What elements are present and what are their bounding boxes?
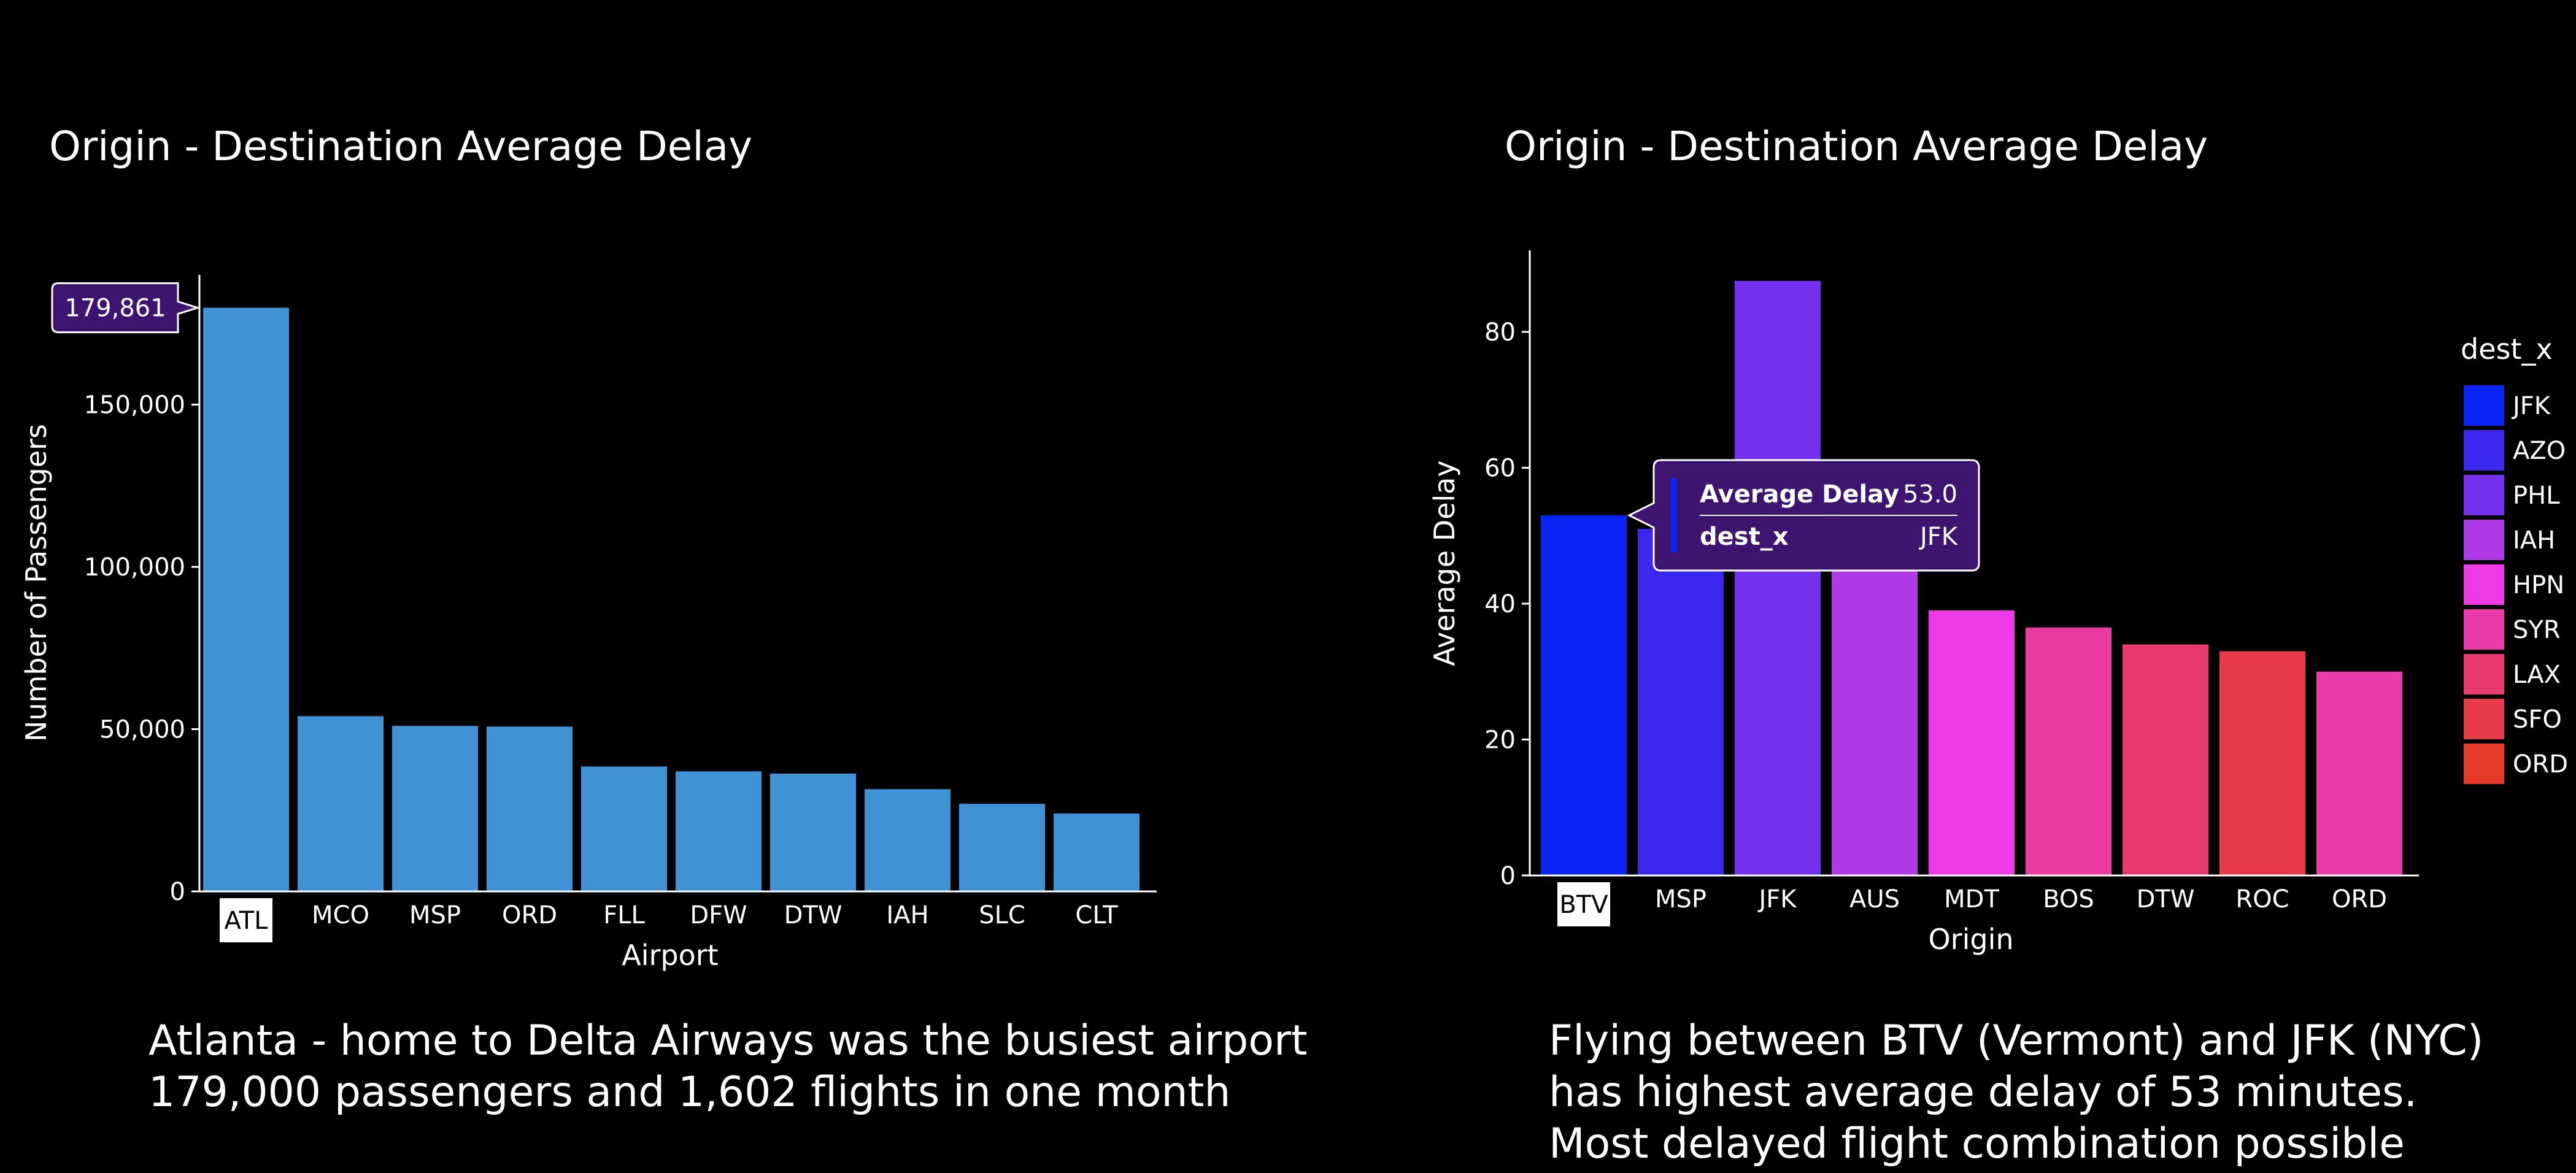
bar-btv [1541,515,1627,875]
bar-ord [487,726,573,891]
legend-label-jfk: JFK [2511,392,2551,420]
y-tick-label: 50,000 [99,716,185,744]
bar-fll [581,766,667,891]
x-tick-label-msp: MSP [409,901,461,929]
y-tick-label: 40 [1484,590,1516,618]
bar-dtw [770,773,856,891]
legend-label-sfo: SFO [2513,706,2562,734]
y-tick-label: 80 [1484,318,1516,347]
legend-swatch-iah [2464,520,2504,560]
right-caption-line-2: has highest average delay of 53 minutes. [1549,1068,2418,1117]
x-tick-label-fll: FLL [603,901,645,929]
legend-swatch-lax [2464,654,2504,694]
tooltip-value: 179,861 [64,294,166,323]
x-tick-label-btv: BTV [1559,891,1608,919]
bar-atl [203,307,289,891]
bar-aus [1832,536,1918,875]
x-tick-label-atl: ATL [225,907,269,935]
left-caption: Atlanta - home to Delta Airways was the … [148,1015,1308,1118]
legend-swatch-phl [2464,475,2504,515]
legend-swatch-ord [2464,744,2504,784]
legend-label-phl: PHL [2513,482,2560,510]
selected-tick-highlight [220,898,272,942]
bar-mdt [1929,610,2015,875]
x-axis-label: Origin [1928,923,2013,956]
x-tick-label-msp: MSP [1655,885,1706,913]
bar-iah [865,789,951,891]
x-tick-label-clt: CLT [1075,901,1118,929]
tooltip-field-1: Average Delay [1700,480,1899,509]
bar-slc [959,804,1045,891]
y-tick-label: 150,000 [84,391,185,420]
tooltip-value-1: 53.0 [1903,480,1957,509]
bar-mco [298,716,384,891]
x-tick-label-dtw: DTW [784,901,843,929]
bar-dtw [2123,644,2208,875]
selected-tick-highlight [1557,882,1610,926]
legend-swatch-hpn [2464,564,2504,605]
x-tick-label-slc: SLC [979,901,1025,929]
legend-label-azo: AZO [2513,437,2566,465]
legend-swatch-syr [2464,609,2504,650]
x-tick-label-mdt: MDT [1944,885,1999,913]
left-chart-title: Origin - Destination Average Delay [49,123,753,170]
legend-title: dest_x [2461,333,2553,366]
legend-label-syr: SYR [2513,616,2561,644]
y-tick-label: 0 [1500,862,1516,890]
bar-jfk [1735,280,1821,875]
bar-msp [392,726,478,891]
x-tick-label-ord: ORD [2332,885,2387,913]
bar-ord [2316,671,2402,875]
bar-dfw [676,771,762,891]
x-tick-label-iah: IAH [886,901,928,929]
bar-msp [1638,529,1724,875]
x-tick-label-jfk: JFK [1757,885,1797,913]
right-chart-title: Origin - Destination Average Delay [1505,123,2208,170]
tooltip-value-2: JFK [1918,523,1959,551]
x-axis-label: Airport [622,939,718,972]
y-tick-label: 0 [170,878,185,906]
tooltip-field-2: dest_x [1700,523,1789,551]
bar-bos [2026,627,2111,875]
legend-label-iah: IAH [2513,526,2555,555]
x-tick-label-dfw: DFW [690,901,747,929]
y-axis-label: Average Delay [1428,460,1461,666]
x-tick-label-roc: ROC [2235,885,2289,913]
x-tick-label-mco: MCO [312,901,369,929]
tooltip-color-bar [1671,479,1677,552]
x-tick-label-bos: BOS [2043,885,2094,913]
value-tooltip [51,282,201,334]
left-caption-line-2: 179,000 passengers and 1,602 flights in … [148,1068,1231,1117]
bar-roc [2219,651,2305,875]
legend-label-ord: ORD [2513,750,2568,779]
y-tick-label: 60 [1484,454,1516,482]
x-tick-label-aus: AUS [1849,885,1900,913]
y-axis-label: Number of Passengers [20,424,53,742]
x-tick-label-dtw: DTW [2137,885,2195,913]
x-tick-label-ord: ORD [502,901,557,929]
right-caption-line-3: Most delayed flight combination possible [1549,1120,2405,1168]
right-caption-line-1: Flying between BTV (Vermont) and JFK (NY… [1549,1017,2484,1065]
left-caption-line-1: Atlanta - home to Delta Airways was the … [148,1017,1308,1065]
legend-swatch-azo [2464,430,2504,471]
bar-clt [1054,813,1140,891]
right-caption: Flying between BTV (Vermont) and JFK (NY… [1549,1015,2483,1170]
legend-label-hpn: HPN [2513,571,2564,599]
y-tick-label: 100,000 [84,553,185,582]
legend-swatch-jfk [2464,385,2504,426]
legend-label-lax: LAX [2513,661,2561,689]
y-tick-label: 20 [1484,726,1516,754]
legend-swatch-sfo [2464,699,2504,739]
